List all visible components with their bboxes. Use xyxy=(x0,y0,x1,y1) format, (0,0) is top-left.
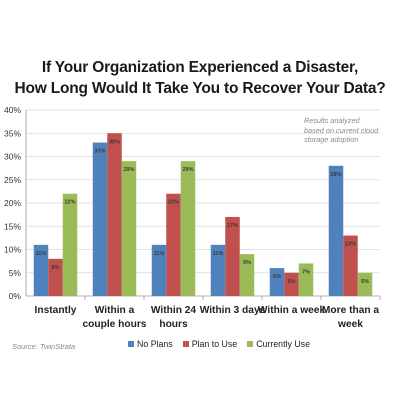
bar xyxy=(166,193,181,296)
data-label: 29% xyxy=(123,167,134,173)
data-label: 5% xyxy=(361,279,369,285)
data-label: 6% xyxy=(273,274,281,280)
data-label: 17% xyxy=(227,223,238,229)
x-category-label: Within 3 days xyxy=(200,305,266,316)
legend-swatch-currently-use xyxy=(247,341,254,347)
legend-swatch-plan-to-use xyxy=(182,341,189,347)
data-label: 33% xyxy=(94,149,105,155)
legend-item-no-plans: No Plans xyxy=(128,339,173,349)
y-tick-label: 5% xyxy=(9,268,22,278)
bar xyxy=(121,161,137,296)
legend: No Plans Plan to Use Currently Use xyxy=(128,337,310,351)
y-tick-label: 10% xyxy=(4,245,21,255)
y-tick-label: 20% xyxy=(4,198,21,208)
x-category-label: Instantly xyxy=(35,305,77,316)
bar xyxy=(33,244,49,296)
chart-title-line-2: How Long Would It Take You to Recover Yo… xyxy=(14,80,386,97)
legend-label-plan-to-use: Plan to Use xyxy=(191,339,238,349)
data-label: 35% xyxy=(109,139,120,145)
x-category-label: hours xyxy=(159,319,188,330)
data-label: 7% xyxy=(302,269,310,275)
data-label: 9% xyxy=(243,260,251,266)
data-label: 11% xyxy=(36,251,47,257)
bar xyxy=(62,193,78,296)
y-tick-label: 30% xyxy=(4,152,21,162)
y-tick-label: 35% xyxy=(4,128,21,138)
data-label: 13% xyxy=(345,242,356,248)
x-category-label: week xyxy=(337,319,363,330)
x-category-label: Within 24 xyxy=(151,305,197,316)
bar xyxy=(328,165,344,296)
annotation-line-3: storage adoption xyxy=(304,135,359,144)
bar xyxy=(107,133,122,296)
bar xyxy=(284,272,299,296)
bar xyxy=(225,216,240,296)
data-label: 22% xyxy=(168,200,179,206)
chart-title-line-1: If Your Organization Experienced a Disas… xyxy=(41,59,359,76)
bar xyxy=(343,235,358,296)
legend-label-currently-use: Currently Use xyxy=(256,339,310,349)
bar xyxy=(239,254,255,296)
y-tick-label: 15% xyxy=(4,221,21,231)
legend-item-plan-to-use: Plan to Use xyxy=(182,339,238,349)
legend-label-no-plans: No Plans xyxy=(137,339,173,349)
bar xyxy=(298,263,314,296)
bar xyxy=(269,268,285,296)
data-label: 11% xyxy=(213,251,224,257)
y-tick-label: 0% xyxy=(9,291,22,301)
x-category-label: Within a xyxy=(95,305,135,316)
annotation-line-1: Results analyzed xyxy=(304,116,360,125)
x-category-label: Within a week xyxy=(258,305,326,316)
x-category-label: couple hours xyxy=(83,319,147,330)
bar xyxy=(210,244,226,296)
legend-item-currently-use: Currently Use xyxy=(247,339,310,349)
data-label: 5% xyxy=(288,279,296,285)
annotation-line-2: based on current cloud xyxy=(304,125,379,135)
data-label: 8% xyxy=(52,265,60,271)
chart-annotation: Results analyzed based on current cloud … xyxy=(304,116,400,145)
data-label: 11% xyxy=(154,251,165,257)
bar xyxy=(180,161,196,296)
data-label: 29% xyxy=(182,167,193,173)
bar xyxy=(92,142,108,296)
x-category-label: More than a xyxy=(322,305,380,316)
data-label: 28% xyxy=(330,172,341,178)
data-label: 22% xyxy=(64,200,75,206)
y-tick-label: 25% xyxy=(4,175,21,185)
bar xyxy=(48,258,63,296)
legend-swatch-no-plans xyxy=(128,341,134,347)
bar xyxy=(151,244,167,296)
source-note: Source: TwinStrata xyxy=(12,342,76,351)
y-tick-label: 40% xyxy=(4,105,21,115)
bar xyxy=(357,272,373,296)
